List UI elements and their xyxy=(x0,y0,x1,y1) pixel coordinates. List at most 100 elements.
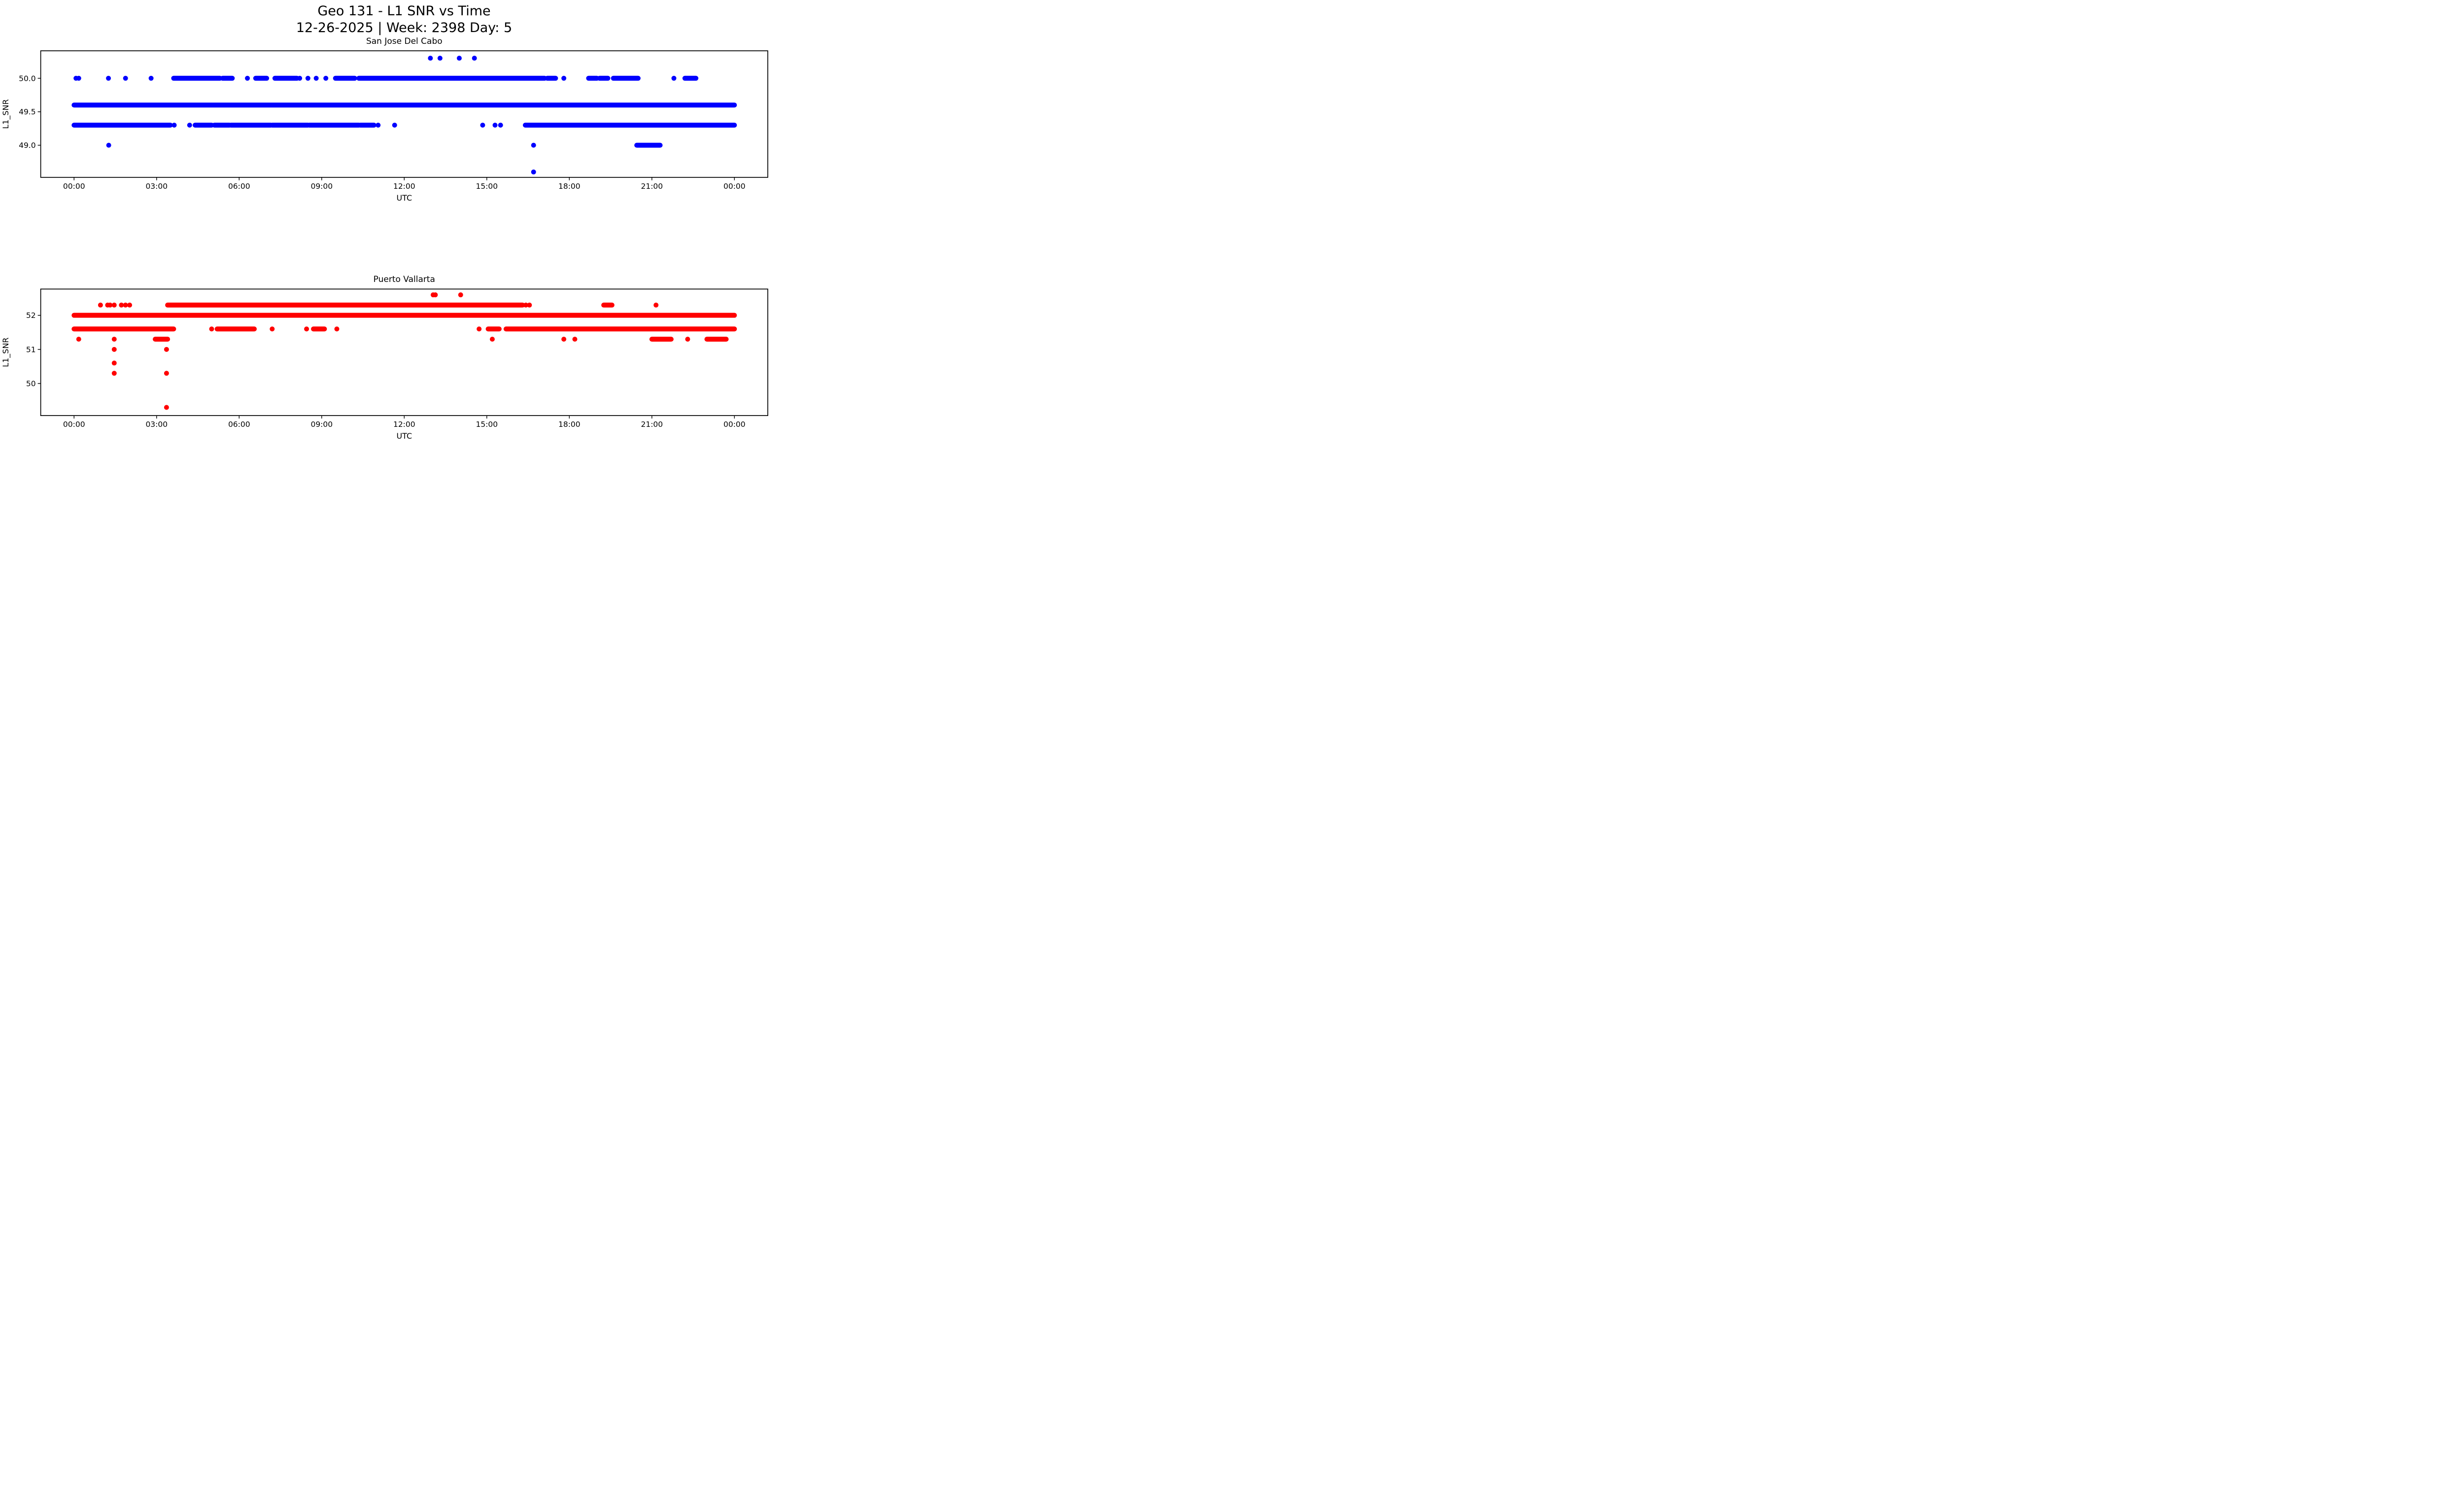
scatter-point xyxy=(111,360,117,366)
scatter-segment xyxy=(503,326,737,332)
scatter-point xyxy=(433,292,438,298)
scatter-point xyxy=(477,326,482,332)
scatter-segment xyxy=(71,326,176,332)
x-tick-label: 09:00 xyxy=(310,182,333,191)
scatter-point xyxy=(437,56,443,61)
chart-puerto-vallarta: Puerto Vallarta L1_SNR UTC 00:00 03:00 06:00 0… xyxy=(1,275,768,441)
scatter-segment xyxy=(152,337,171,342)
scatter-segment xyxy=(601,302,615,308)
scatter-segment xyxy=(311,326,327,332)
scatter-segment xyxy=(485,326,502,332)
scatter-point xyxy=(572,337,578,342)
x-tick-label: 21:00 xyxy=(641,420,663,429)
y-tick-label: 49.5 xyxy=(19,107,36,116)
scatter-segment xyxy=(597,75,611,81)
scatter-point xyxy=(561,75,567,81)
scatter-point xyxy=(107,302,113,308)
scatter-point xyxy=(523,302,529,308)
x-tick-label: 00:00 xyxy=(723,420,746,429)
scatter-point xyxy=(127,302,133,308)
scatter-segment xyxy=(165,302,525,308)
scatter-segment xyxy=(220,75,235,81)
scatter-segment xyxy=(649,337,674,342)
scatter-point xyxy=(245,75,250,81)
x-axis-label: UTC xyxy=(396,193,412,203)
scatter-segment xyxy=(307,122,362,128)
y-tick-label: 50 xyxy=(26,380,36,388)
scatter-segment xyxy=(71,103,737,108)
scatter-segment xyxy=(704,337,729,342)
scatter-point xyxy=(334,326,340,332)
scatter-point xyxy=(498,122,503,128)
scatter-segment xyxy=(192,122,214,128)
scatter-point xyxy=(164,371,169,376)
y-tick-label: 52 xyxy=(26,311,36,320)
scatter-segment xyxy=(214,326,257,332)
scatter-segment xyxy=(522,122,737,128)
scatter-segment xyxy=(356,75,548,81)
scatter-point xyxy=(164,405,169,410)
scatter-point xyxy=(458,292,463,298)
scatter-point xyxy=(187,122,192,128)
scatter-point xyxy=(392,122,397,128)
scatter-point xyxy=(531,142,536,148)
scatter-point xyxy=(209,326,214,332)
x-tick-label: 00:00 xyxy=(63,420,85,429)
scatter-point xyxy=(492,122,498,128)
y-axis-label: L1_SNR xyxy=(1,99,11,129)
x-tick-label: 06:00 xyxy=(228,182,250,191)
scatter-point xyxy=(148,75,154,81)
chart-san-jose-del-cabo: San Jose Del Cabo L1_SNR UTC 00:00 03:00 06:0… xyxy=(1,36,768,203)
scatter-point xyxy=(323,75,329,81)
subplot-title: Puerto Vallarta xyxy=(374,275,435,284)
scatter-point xyxy=(111,302,117,308)
scatter-point xyxy=(653,302,659,308)
scatter-segment xyxy=(228,122,274,128)
scatter-segment xyxy=(71,313,737,318)
scatter-point xyxy=(305,75,310,81)
scatter-segment xyxy=(545,75,558,81)
scatter-segment xyxy=(171,75,223,81)
x-tick-label: 12:00 xyxy=(393,420,415,429)
x-tick-label: 06:00 xyxy=(228,420,250,429)
x-tick-label: 18:00 xyxy=(558,182,581,191)
scatter-point xyxy=(531,169,536,174)
scatter-segment xyxy=(270,122,310,128)
scatter-point xyxy=(111,337,117,342)
scatter-segment xyxy=(333,75,357,81)
scatter-point xyxy=(527,302,532,308)
scatter-point xyxy=(171,122,177,128)
x-tick-label: 09:00 xyxy=(310,420,333,429)
scatter-segment xyxy=(586,75,600,81)
scatter-point xyxy=(76,75,81,81)
figure-subtitle: 12-26-2025 | Week: 2398 Day: 5 xyxy=(296,20,513,35)
scatter-point xyxy=(119,302,124,308)
scatter-point xyxy=(123,302,128,308)
scatter-point xyxy=(106,142,111,148)
y-tick-label: 50.0 xyxy=(19,74,36,83)
scatter-point xyxy=(685,337,690,342)
scatter-point xyxy=(489,337,495,342)
scatter-point xyxy=(376,122,381,128)
scatter-point xyxy=(98,302,103,308)
scatter-segment xyxy=(357,122,376,128)
scatter-point xyxy=(671,75,677,81)
x-tick-label: 03:00 xyxy=(145,420,168,429)
scatter-point xyxy=(480,122,485,128)
scatter-segment xyxy=(611,75,641,81)
x-tick-label: 00:00 xyxy=(63,182,85,191)
scatter-segment xyxy=(253,75,270,81)
plot-border xyxy=(40,288,768,416)
figure-title: Geo 131 - L1 SNR vs Time xyxy=(317,3,491,19)
scatter-point xyxy=(472,56,477,61)
scatter-segment xyxy=(634,142,663,148)
scatter-point xyxy=(297,75,303,81)
figure-suptitle: Geo 131 - L1 SNR vs Time 12-26-2025 | We… xyxy=(40,3,768,36)
scatter-segment xyxy=(682,75,699,81)
scatter-point xyxy=(111,347,117,352)
scatter-point xyxy=(164,347,169,352)
x-tick-label: 03:00 xyxy=(145,182,168,191)
figure: Geo 131 - L1 SNR vs Time 12-26-2025 | We… xyxy=(0,0,773,444)
y-tick-label: 49.0 xyxy=(19,141,36,150)
scatter-point xyxy=(270,326,275,332)
